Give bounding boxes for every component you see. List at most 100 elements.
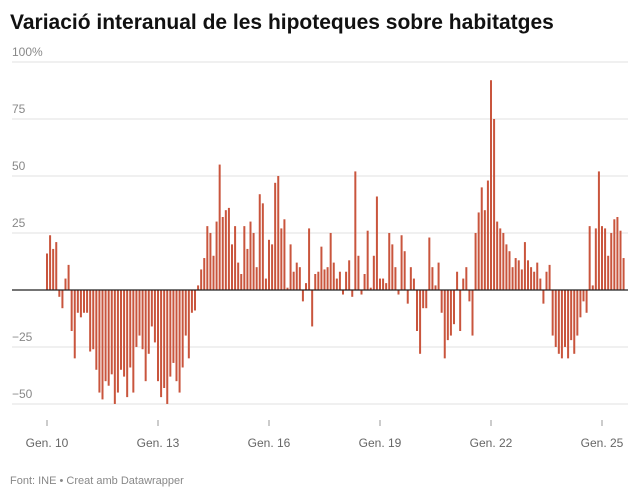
bar <box>607 255 610 290</box>
bar <box>280 228 283 290</box>
bar <box>453 289 455 325</box>
y-tick-label: 25 <box>12 216 26 230</box>
bar <box>311 289 314 327</box>
bar <box>480 187 483 290</box>
bar <box>610 232 613 290</box>
bar <box>243 226 246 290</box>
bar <box>576 289 579 336</box>
bar <box>292 271 295 290</box>
bar <box>375 196 378 290</box>
bar <box>153 289 156 343</box>
bar <box>385 283 388 290</box>
bar <box>258 194 261 290</box>
bar <box>64 278 67 290</box>
bar <box>55 242 58 290</box>
bar <box>58 289 61 297</box>
bar <box>391 244 394 290</box>
bar <box>573 289 576 354</box>
bar <box>354 171 357 290</box>
bar <box>530 267 533 290</box>
bar <box>508 251 511 290</box>
bar <box>582 289 585 302</box>
bar <box>400 235 403 290</box>
bar <box>123 289 126 377</box>
bar <box>449 289 452 336</box>
bar <box>227 207 230 290</box>
bar <box>221 217 224 290</box>
bar <box>443 289 446 359</box>
x-tick-label: Gen. 16 <box>248 436 291 450</box>
bar <box>52 248 55 290</box>
bar <box>83 289 85 313</box>
bar <box>554 289 557 347</box>
bar <box>169 289 172 377</box>
bar <box>138 289 141 336</box>
bar <box>619 230 622 290</box>
bar <box>342 289 344 295</box>
bar <box>252 232 255 290</box>
x-tick-label: Gen. 19 <box>359 436 402 450</box>
bar <box>564 289 566 347</box>
bar <box>326 267 329 290</box>
bar <box>67 264 70 290</box>
bar <box>317 271 320 290</box>
bar <box>490 80 492 290</box>
bar <box>332 262 335 290</box>
bar <box>536 262 539 290</box>
bar <box>459 289 462 332</box>
x-tick-label: Gen. 10 <box>26 436 69 450</box>
bar <box>394 267 397 290</box>
bar <box>471 289 474 336</box>
bar <box>277 175 280 290</box>
bar <box>190 289 193 313</box>
bar <box>95 289 98 370</box>
y-tick-label: −50 <box>12 387 33 401</box>
bar <box>474 232 477 290</box>
bar <box>560 289 563 359</box>
bar <box>422 289 425 309</box>
bar <box>601 226 603 290</box>
bar <box>101 289 104 400</box>
bar <box>412 278 415 290</box>
bar <box>224 210 227 290</box>
bar <box>89 289 92 352</box>
bar <box>622 258 625 290</box>
bar <box>366 230 369 290</box>
bar <box>579 289 582 318</box>
bar <box>369 287 372 290</box>
bar <box>200 269 203 290</box>
bar <box>175 289 178 382</box>
bar <box>76 289 79 313</box>
bar <box>505 244 508 290</box>
bar <box>348 260 351 290</box>
bar <box>163 289 166 389</box>
bar <box>206 226 209 290</box>
bar <box>613 219 616 290</box>
bar <box>585 289 588 313</box>
bar <box>523 242 526 290</box>
bar <box>184 289 187 336</box>
bar <box>570 289 573 341</box>
bar <box>419 289 422 354</box>
bar <box>502 232 505 290</box>
bar <box>517 260 520 290</box>
bar <box>209 232 212 290</box>
bar <box>514 258 517 290</box>
chart-title: Variació interanual de les hipoteques so… <box>10 11 554 34</box>
bar <box>483 210 486 290</box>
bar <box>308 228 311 290</box>
bar <box>70 289 73 332</box>
bar <box>379 278 381 290</box>
bar <box>406 289 409 304</box>
bar <box>548 264 551 290</box>
bar <box>301 289 304 302</box>
bar <box>295 262 298 290</box>
bar <box>264 278 267 290</box>
bar <box>46 253 48 290</box>
bar <box>116 289 119 393</box>
bar <box>132 289 135 393</box>
bar <box>591 285 594 290</box>
bar <box>511 267 514 290</box>
bar <box>425 289 428 309</box>
